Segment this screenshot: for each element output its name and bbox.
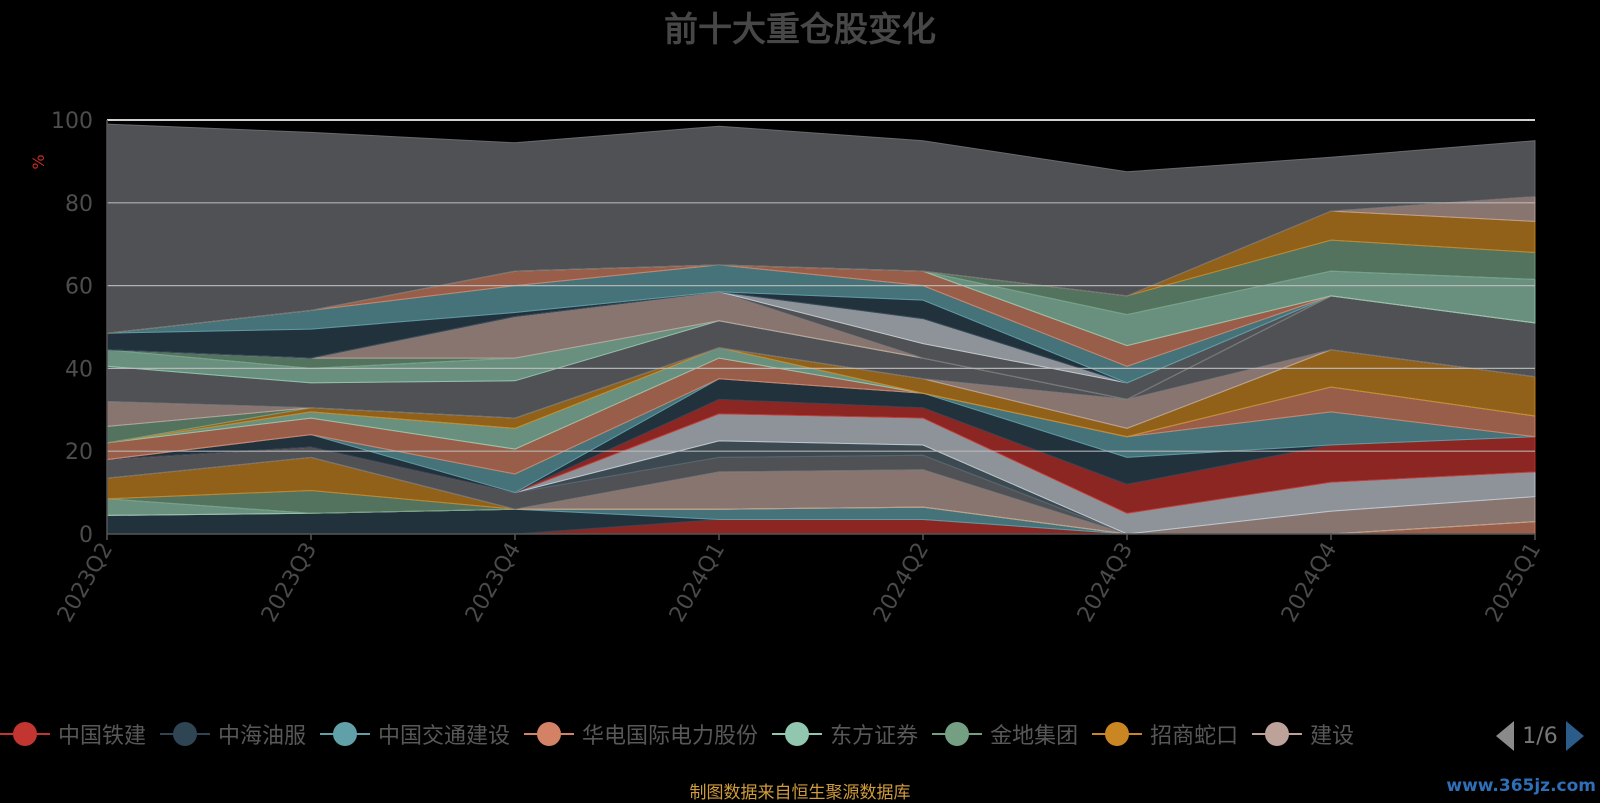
legend-prev-icon[interactable]	[1496, 721, 1515, 751]
grid-lines	[107, 119, 1535, 452]
legend-item[interactable]: 中海油服	[160, 714, 306, 754]
legend-marker-icon	[1252, 721, 1303, 747]
x-tick-label: 2023Q3	[257, 539, 322, 627]
legend-label: 中国交通建设	[378, 724, 511, 749]
legend-item[interactable]: 东方证券	[772, 714, 918, 754]
legend-label: 招商蛇口	[1150, 724, 1239, 749]
legend-pager: 1/6	[1480, 716, 1600, 756]
legend-item[interactable]: 中国交通建设	[320, 714, 510, 754]
x-tick-label: 2025Q1	[1481, 539, 1546, 627]
x-tick-label: 2024Q2	[869, 539, 934, 627]
legend-label: 华电国际电力股份	[582, 724, 759, 749]
y-tick-label: 100	[51, 109, 93, 134]
legend-marker-icon	[1092, 721, 1143, 747]
legend-next-icon[interactable]	[1565, 721, 1584, 751]
legend-label: 建设	[1310, 724, 1355, 749]
legend-item[interactable]: 金地集团	[932, 714, 1078, 754]
stacked-area-chart: 0 20 40 60 80 100% 2023Q2 2023Q3 2023Q4 2024Q1 202…	[29, 109, 1546, 627]
legend-marker-icon	[320, 721, 371, 747]
legend-label: 东方证券	[830, 724, 919, 749]
legend-item[interactable]: 华电国际电力股份	[524, 714, 758, 754]
watermark: www.365jz.com	[1446, 776, 1596, 796]
area-series-32	[106, 123, 1536, 334]
y-tick-label: 60	[65, 275, 93, 300]
x-tick-label: 2024Q4	[1277, 539, 1342, 627]
legend-item[interactable]: 建设	[1252, 714, 1354, 754]
y-axis-label: %	[29, 154, 48, 169]
y-tick-label: 0	[79, 523, 93, 548]
legend: 中国铁建 中海油服 中国交通建设 华电国际电力股份 东方证券 金地集团 招商蛇口 建设	[0, 714, 1480, 754]
y-tick-label: 80	[65, 192, 93, 217]
data-source-note: 制图数据来自恒生聚源数据库	[689, 783, 911, 803]
legend-marker-icon	[932, 721, 983, 747]
y-tick-label: 20	[65, 440, 93, 465]
legend-marker-icon	[160, 721, 211, 747]
chart-title: 前十大重仓股变化	[664, 10, 936, 50]
legend-label: 中海油服	[218, 724, 307, 749]
x-tick-label: 2023Q2	[53, 539, 118, 627]
x-tick-label: 2024Q1	[665, 539, 730, 627]
legend-label: 金地集团	[990, 724, 1079, 749]
legend-item[interactable]: 招商蛇口	[1092, 714, 1238, 754]
legend-marker-icon	[524, 721, 575, 747]
x-tick-label: 2024Q3	[1073, 539, 1138, 627]
legend-marker-icon	[772, 721, 823, 747]
y-tick-label: 40	[65, 357, 93, 382]
legend-page-label: 1/6	[1522, 723, 1558, 749]
legend-item[interactable]: 中国铁建	[0, 714, 146, 754]
area-series-group	[106, 123, 1536, 535]
legend-marker-icon	[0, 721, 50, 747]
x-tick-label: 2023Q4	[461, 539, 526, 627]
legend-label: 中国铁建	[58, 724, 147, 749]
